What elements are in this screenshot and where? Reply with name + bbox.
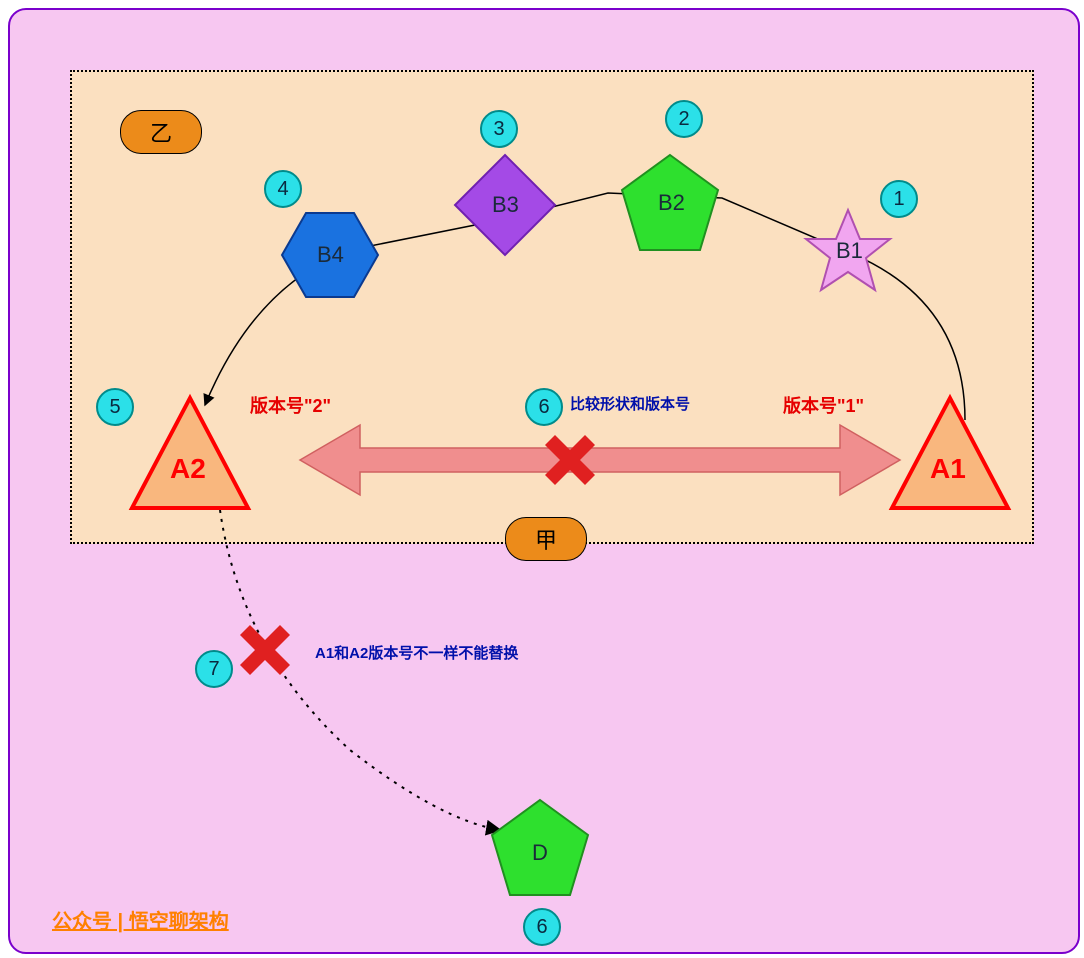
- badge-3-text: 3: [493, 118, 504, 141]
- node-b4-hexagon: [282, 213, 378, 297]
- badge-1: 1: [880, 180, 918, 218]
- node-b1-star: [806, 210, 890, 290]
- badge-2: 2: [665, 100, 703, 138]
- node-a1-label: A1: [930, 453, 966, 485]
- badge-4-text: 4: [277, 178, 288, 201]
- badge-6-mid-text: 6: [538, 396, 549, 419]
- badge-5: 5: [96, 388, 134, 426]
- footer-credit-link[interactable]: 公众号 | 悟空聊架构: [52, 905, 229, 934]
- cross-dotted: [240, 625, 290, 675]
- dotted-path-a2-d: [220, 510, 500, 830]
- note-cannot-replace: A1和A2版本号不一样不能替换: [315, 642, 518, 663]
- node-b2-pentagon: [622, 155, 718, 250]
- node-b3-diamond: [455, 155, 555, 255]
- node-d-pentagon: [492, 800, 588, 895]
- outer-frame: 乙 甲: [8, 8, 1080, 954]
- badge-6-d-text: 6: [536, 916, 547, 939]
- badge-7: 7: [195, 650, 233, 688]
- double-arrow: [300, 425, 900, 495]
- label-version-1: 版本号"1": [783, 392, 864, 418]
- badge-2-text: 2: [678, 108, 689, 131]
- label-version-2: 版本号"2": [250, 392, 331, 418]
- badge-6-mid: 6: [525, 388, 563, 426]
- badge-3: 3: [480, 110, 518, 148]
- badge-7-text: 7: [208, 658, 219, 681]
- badge-5-text: 5: [109, 396, 120, 419]
- node-a2-label: A2: [170, 453, 206, 485]
- badge-4: 4: [264, 170, 302, 208]
- note-compare: 比较形状和版本号: [570, 393, 690, 414]
- badge-6-d: 6: [523, 908, 561, 946]
- badge-1-text: 1: [893, 188, 904, 211]
